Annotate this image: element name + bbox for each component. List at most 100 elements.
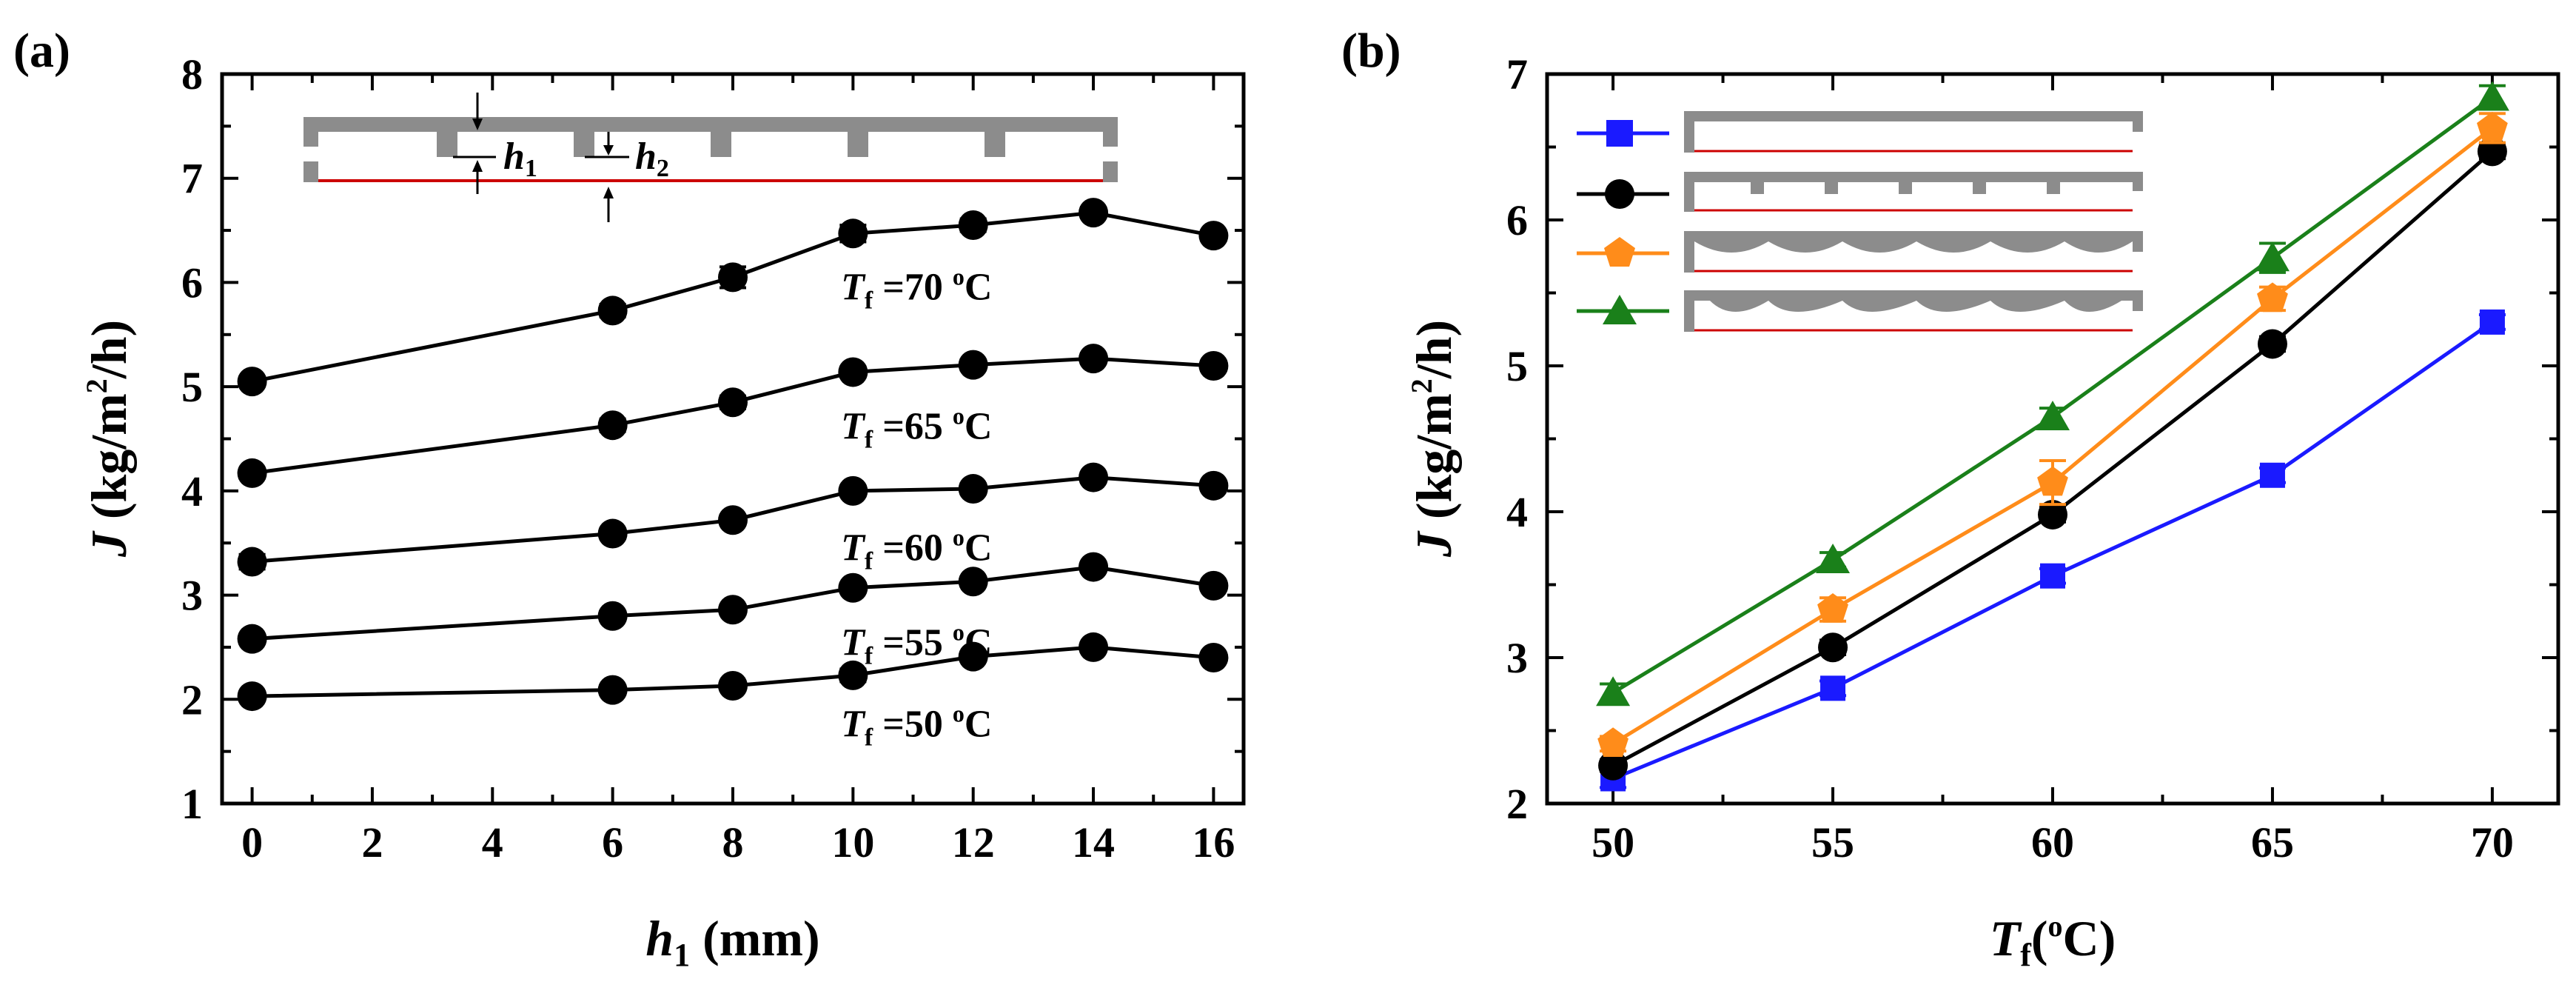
data-point-circle-marker bbox=[838, 475, 868, 506]
series-4 bbox=[237, 632, 1229, 712]
legend-diagram-wall bbox=[1684, 111, 1694, 153]
legend-square-marker bbox=[1606, 120, 1633, 147]
legend-diagram-wall bbox=[1684, 172, 2143, 182]
legend-diagram-wall bbox=[2133, 290, 2143, 311]
x-tick-label: 65 bbox=[2251, 818, 2294, 866]
y-tick-label: 3 bbox=[1506, 634, 1528, 682]
series-line bbox=[1612, 320, 2494, 781]
x-tick-label: 14 bbox=[1072, 818, 1115, 866]
x-tick-label: 8 bbox=[722, 818, 744, 866]
data-point-circle-marker bbox=[1198, 570, 1229, 601]
data-point-circle-marker bbox=[597, 675, 628, 705]
panel-b-series bbox=[1596, 81, 2509, 792]
panel-a-series bbox=[237, 198, 1229, 712]
y-tick-label: 8 bbox=[181, 50, 203, 98]
data-point-square-marker bbox=[2259, 462, 2285, 488]
panel-b-y-axis-title: J (kg/m2/h) bbox=[1405, 320, 1462, 558]
data-point-circle-marker bbox=[597, 410, 628, 441]
data-point-circle-marker bbox=[958, 474, 988, 504]
data-point-circle-marker bbox=[1079, 552, 1109, 582]
inset-spacer bbox=[711, 132, 731, 157]
panel-a-chart: (a) h1 bbox=[13, 24, 1246, 973]
data-point-circle-marker bbox=[718, 262, 748, 293]
series-line bbox=[1611, 126, 2494, 746]
data-point-circle-marker bbox=[718, 505, 748, 535]
series-line bbox=[252, 210, 1214, 384]
data-point-circle-marker bbox=[958, 210, 988, 241]
legend-diagram-wall bbox=[2133, 111, 2143, 132]
data-point-triangle-marker bbox=[1816, 544, 1851, 574]
x-tick-label: 0 bbox=[241, 818, 263, 866]
legend-diagram-spacer bbox=[1825, 182, 1838, 194]
legend-diagram-wall bbox=[2133, 172, 2143, 191]
data-point-circle-marker bbox=[1079, 462, 1109, 492]
y-tick-label: 4 bbox=[1506, 488, 1528, 536]
legend-diagram-inclined-arcs bbox=[1710, 301, 2121, 312]
data-point-circle-marker bbox=[838, 218, 868, 249]
data-point-circle-marker bbox=[958, 641, 988, 672]
data-point-circle-marker bbox=[1079, 632, 1109, 662]
legend-item-rectangular-spacers bbox=[1577, 172, 2143, 212]
series-0 bbox=[1600, 309, 2506, 792]
data-point-circle-marker bbox=[1198, 470, 1229, 501]
data-point-circle-marker bbox=[838, 357, 868, 387]
inset-spacer bbox=[985, 132, 1005, 157]
data-point-circle-marker bbox=[958, 350, 988, 380]
y-tick-label: 6 bbox=[181, 258, 203, 307]
panel-a-series-labels: Tf =70 oC Tf =65 oC Tf =60 oC Tf =55 oC Tf =… bbox=[841, 264, 992, 752]
y-tick-label: 7 bbox=[181, 155, 203, 203]
legend-diagram-wall bbox=[2133, 231, 2143, 252]
series-1 bbox=[237, 344, 1229, 488]
legend-diagram-wall bbox=[1684, 111, 2143, 121]
y-tick-label: 5 bbox=[1506, 342, 1528, 390]
series-2 bbox=[237, 462, 1229, 577]
inset-left-wall-lower bbox=[303, 161, 318, 182]
x-tick-label: 6 bbox=[602, 818, 623, 866]
data-point-triangle-marker bbox=[1596, 676, 1631, 707]
data-point-circle-marker bbox=[237, 367, 267, 397]
series-label-1: Tf =65 oC bbox=[841, 403, 992, 454]
data-point-circle-marker bbox=[237, 458, 267, 488]
x-tick-label: 50 bbox=[1591, 818, 1634, 866]
h2-arrowhead-bottom bbox=[603, 187, 614, 198]
legend-item-inclined-arc-spacers bbox=[1577, 290, 2143, 332]
data-point-circle-marker bbox=[597, 295, 628, 326]
data-point-pentagon-marker bbox=[2477, 111, 2508, 141]
data-point-circle-marker bbox=[597, 518, 628, 549]
inset-top-wall bbox=[303, 117, 1118, 132]
y-tick-label: 7 bbox=[1506, 50, 1528, 98]
legend-circle-marker bbox=[1605, 179, 1634, 209]
data-point-square-marker bbox=[2479, 309, 2505, 335]
x-tick-label: 10 bbox=[831, 818, 874, 866]
y-tick-label: 1 bbox=[181, 780, 203, 828]
data-point-circle-marker bbox=[597, 601, 628, 631]
legend-diagram-wall bbox=[1684, 290, 1694, 332]
legend-diagram-wall bbox=[1684, 172, 1694, 212]
y-tick-label: 4 bbox=[181, 467, 203, 515]
inset-spacer bbox=[574, 132, 594, 157]
y-tick-label: 5 bbox=[181, 363, 203, 411]
y-tick-label: 3 bbox=[181, 572, 203, 620]
x-tick-label: 16 bbox=[1192, 818, 1235, 866]
series-2 bbox=[1597, 111, 2508, 757]
data-point-triangle-marker bbox=[2475, 81, 2509, 111]
y-tick-label: 2 bbox=[181, 675, 203, 724]
data-point-circle-marker bbox=[718, 387, 748, 418]
x-tick-label: 4 bbox=[482, 818, 503, 866]
legend-diagram-spacer bbox=[1751, 182, 1764, 194]
data-point-circle-marker bbox=[718, 670, 748, 701]
panel-b-x-axis-title: Tf(oC) bbox=[1990, 909, 2116, 973]
legend-pentagon-marker bbox=[1604, 237, 1635, 267]
data-point-circle-marker bbox=[237, 681, 267, 712]
h2-arrowhead-top bbox=[603, 145, 614, 156]
panel-b-chart: (b) bbox=[1341, 24, 2560, 973]
x-tick-label: 70 bbox=[2471, 818, 2514, 866]
data-point-triangle-marker bbox=[2036, 400, 2070, 430]
data-point-pentagon-marker bbox=[2257, 282, 2288, 313]
panel-a-y-axis-title: J (kg/m2/h) bbox=[80, 320, 137, 558]
data-point-circle-marker bbox=[718, 595, 748, 625]
x-tick-label: 2 bbox=[361, 818, 383, 866]
series-label-2: Tf =60 oC bbox=[841, 524, 992, 575]
